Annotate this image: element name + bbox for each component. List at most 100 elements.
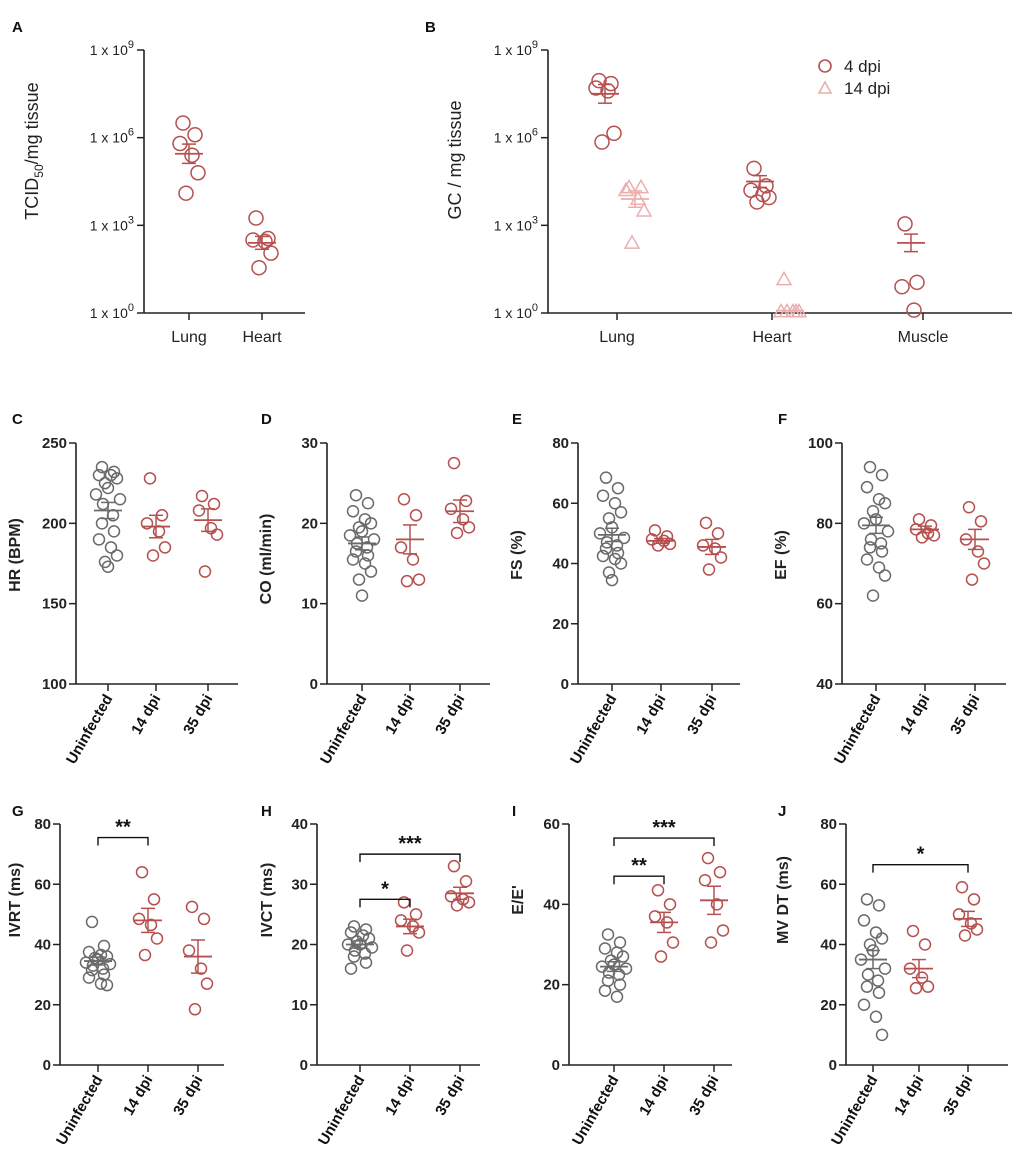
data-point [599,542,613,555]
data-point [974,515,988,528]
data-point [617,181,635,197]
data-point [605,573,619,587]
data-point [358,557,372,570]
data-point [593,527,607,540]
panel-label-E: E [512,411,522,428]
data-point [918,938,932,951]
data-point [450,899,464,912]
panel-label-D: D [261,411,272,428]
data-point [860,893,874,906]
data-point [352,573,366,586]
data-point [349,545,363,558]
data-point [347,950,361,963]
data-point [875,932,889,945]
data-point [648,524,662,537]
data-point [409,509,423,522]
data-point [617,531,631,545]
data-point [620,178,638,194]
data-point [187,126,203,143]
data-point [94,977,108,990]
y-tick-label: 20 [301,515,318,532]
significance-bracket [613,875,665,885]
data-point [603,75,619,92]
data-point [614,506,628,519]
y-tick-label: 60 [552,495,569,512]
x-tick-label: Lung [599,329,635,346]
y-tick-label: 40 [552,556,569,573]
y-tick-label: 0 [300,1057,308,1074]
data-point [598,942,612,955]
data-point [400,944,414,957]
data-point [96,497,110,511]
data-point [897,216,913,232]
data-point [610,990,624,1003]
significance-label: *** [398,833,422,855]
data-point [619,962,633,975]
data-point [958,929,972,942]
data-point [394,541,408,554]
data-point [606,125,622,142]
x-tick-label: 35 dpi [684,692,720,738]
y-axis-title: MV DT (ms) [775,856,792,944]
data-point [248,210,264,226]
data-point [263,245,279,261]
data-point [82,945,96,959]
data-point [361,497,375,510]
data-point [614,557,628,570]
data-point [861,968,875,981]
data-point [447,456,461,470]
data-point [698,873,712,887]
panel-I: I 0 20 40 60 E/E' Uninfected 14 dpi 35 dpi ***** [510,803,732,1148]
data-point [85,915,99,929]
data-point [701,851,715,865]
data-point [598,984,612,997]
x-tick-label: Uninfected [53,1073,106,1149]
data-point [977,557,991,570]
data-point [596,549,610,563]
data-point [635,202,653,217]
data-point [194,962,208,975]
data-point [143,472,157,485]
significance-label: ** [631,855,647,877]
data-point [89,488,103,501]
y-tick-label: 1 x 106 [90,127,134,146]
data-point [355,589,369,602]
data-point [188,1003,202,1016]
y-tick-label: 30 [291,876,308,893]
panel-label-F: F [778,411,787,428]
x-tick-label: 35 dpi [432,1073,468,1119]
data-point [860,480,874,494]
x-tick-label: 35 dpi [170,1073,206,1119]
y-tick-label: 60 [820,876,837,893]
x-tick-label: 14 dpi [633,692,669,738]
y-tick-label: 100 [42,676,67,693]
data-point [881,525,895,538]
data-point [696,539,710,552]
y-axis-title: EF (%) [773,530,790,580]
x-tick-label: 35 dpi [686,1073,722,1119]
data-point [616,950,630,963]
y-tick-label: 200 [42,515,67,532]
data-point [714,551,728,564]
data-point [702,563,716,576]
y-tick-label: 60 [816,596,833,613]
data-point [412,926,426,939]
data-point [198,565,212,578]
data-point [101,560,115,573]
x-tick-label: Uninfected [317,692,370,768]
data-point [152,525,166,538]
y-tick-label: 0 [552,1057,560,1074]
y-tick-label: 40 [34,937,51,954]
data-point [144,918,158,932]
data-point [394,914,408,927]
y-tick-label: 40 [291,816,308,833]
y-tick-label: 30 [301,435,318,452]
data-point [150,932,164,945]
y-tick-label: 150 [42,596,67,613]
data-point [967,893,981,906]
data-point [666,936,680,949]
data-point [775,270,793,286]
data-point [906,302,922,318]
data-point [874,537,888,550]
